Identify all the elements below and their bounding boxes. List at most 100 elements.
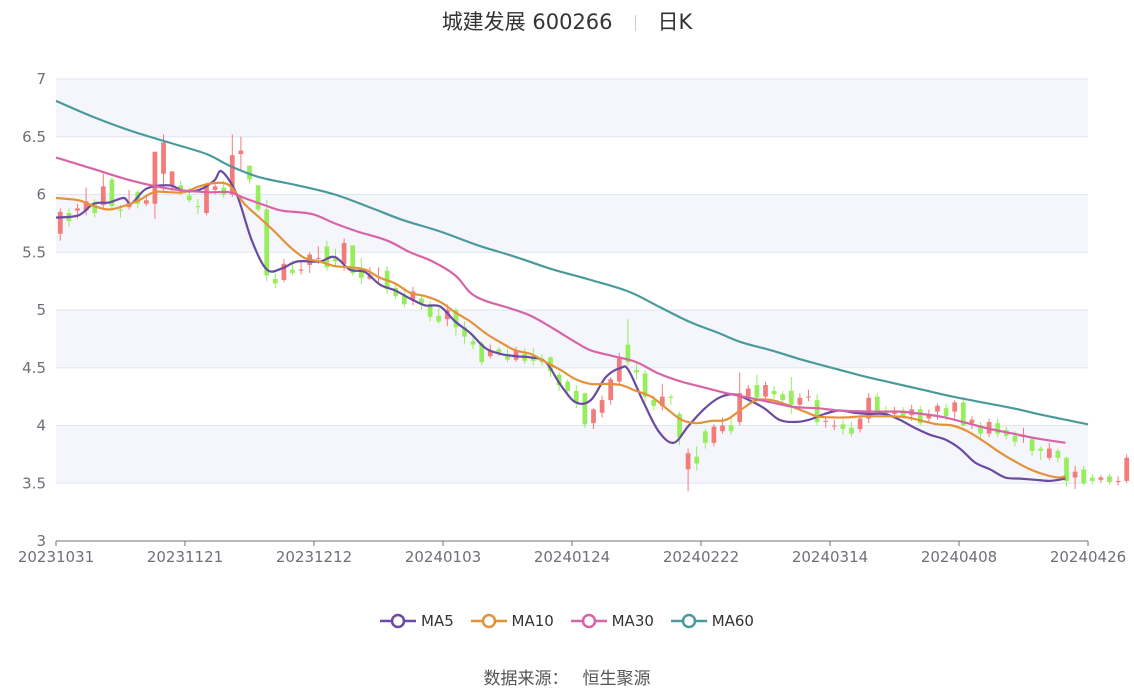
candle-body[interactable] xyxy=(204,186,209,213)
legend-item-ma5[interactable]: MA5 xyxy=(380,612,454,630)
candle-body[interactable] xyxy=(780,394,786,401)
candle-body[interactable] xyxy=(642,373,648,397)
candle-body[interactable] xyxy=(505,356,510,360)
candle-body[interactable] xyxy=(1081,469,1087,484)
ma-line-ma60[interactable] xyxy=(55,99,1089,426)
candle-body[interactable] xyxy=(969,419,975,424)
candle-body[interactable] xyxy=(831,425,837,427)
candle-body[interactable] xyxy=(229,155,235,195)
candle-body[interactable] xyxy=(298,269,304,271)
candle-body[interactable] xyxy=(728,425,734,432)
candle-body[interactable] xyxy=(1038,448,1044,451)
ma-line-ma30[interactable] xyxy=(55,156,1066,444)
candle-body[interactable] xyxy=(960,402,966,426)
candle-body[interactable] xyxy=(745,388,751,397)
candle-body[interactable] xyxy=(866,397,872,419)
candle-body[interactable] xyxy=(462,327,467,337)
candle-body[interactable] xyxy=(874,396,880,412)
candle-body[interactable] xyxy=(702,431,708,443)
candle-body[interactable] xyxy=(565,381,571,391)
candle-body[interactable] xyxy=(677,413,682,438)
candle-body[interactable] xyxy=(401,296,407,305)
candlestick-chart[interactable]: 3 3.5 4 4.5 5 5.5 6 6.5 7 20231031 20231121 2023121… xyxy=(0,0,1134,600)
candle-body[interactable] xyxy=(978,425,983,434)
candle-body[interactable] xyxy=(315,258,321,260)
candle-body[interactable] xyxy=(797,397,803,405)
candle-body[interactable] xyxy=(608,379,614,401)
candle-body[interactable] xyxy=(917,409,923,424)
candle-body[interactable] xyxy=(444,310,450,320)
candle-body[interactable] xyxy=(496,349,502,353)
candle-body[interactable] xyxy=(255,185,261,210)
candle-body[interactable] xyxy=(83,201,89,211)
candle-body[interactable] xyxy=(857,418,863,429)
candle-body[interactable] xyxy=(935,405,940,412)
candle-body[interactable] xyxy=(1055,450,1061,458)
candle-body[interactable] xyxy=(1012,435,1018,442)
candle-body[interactable] xyxy=(634,370,639,373)
candle-body[interactable] xyxy=(1046,448,1052,458)
candle-body[interactable] xyxy=(616,358,622,382)
candle-body[interactable] xyxy=(247,165,252,180)
candle-body[interactable] xyxy=(694,456,700,464)
candle-body[interactable] xyxy=(186,195,192,201)
candle-body[interactable] xyxy=(806,396,811,398)
candle-body[interactable] xyxy=(341,243,347,264)
candle-body[interactable] xyxy=(238,150,244,155)
candle-body[interactable] xyxy=(212,186,218,190)
candle-body[interactable] xyxy=(599,400,605,413)
candle-body[interactable] xyxy=(883,411,889,414)
candle-body[interactable] xyxy=(393,288,399,297)
candle-body[interactable] xyxy=(943,408,949,417)
candle-body[interactable] xyxy=(582,393,588,425)
candle-body[interactable] xyxy=(290,269,295,274)
candle-body[interactable] xyxy=(333,258,338,262)
candle-body[interactable] xyxy=(161,142,166,174)
candle-body[interactable] xyxy=(659,396,665,406)
candle-body[interactable] xyxy=(556,374,562,386)
candle-body[interactable] xyxy=(118,209,123,211)
candle-body[interactable] xyxy=(419,298,424,304)
ma-line-ma10[interactable] xyxy=(55,181,1066,479)
candle-body[interactable] xyxy=(720,425,725,432)
candle-body[interactable] xyxy=(487,350,493,357)
candle-body[interactable] xyxy=(926,413,932,419)
candle-body[interactable] xyxy=(436,315,442,322)
candle-body[interactable] xyxy=(57,211,63,234)
candle-body[interactable] xyxy=(754,385,760,398)
candle-body[interactable] xyxy=(737,393,743,423)
candle-body[interactable] xyxy=(324,246,330,268)
legend-item-ma10[interactable]: MA10 xyxy=(470,612,554,630)
candle-body[interactable] xyxy=(849,427,854,434)
legend-item-ma60[interactable]: MA60 xyxy=(670,612,754,630)
candle-body[interactable] xyxy=(625,344,631,362)
candle-body[interactable] xyxy=(358,268,364,278)
candle-body[interactable] xyxy=(513,350,519,360)
candle-body[interactable] xyxy=(75,208,80,211)
candle-body[interactable] xyxy=(143,200,149,204)
candle-body[interactable] xyxy=(1098,477,1104,480)
candle-body[interactable] xyxy=(92,202,98,213)
candle-body[interactable] xyxy=(272,278,278,284)
candle-body[interactable] xyxy=(126,203,132,208)
candle-body[interactable] xyxy=(763,385,768,397)
candle-body[interactable] xyxy=(1029,439,1035,451)
candle-body[interactable] xyxy=(1107,476,1112,483)
candle-body[interactable] xyxy=(264,209,270,276)
candle-body[interactable] xyxy=(814,400,820,423)
candle-body[interactable] xyxy=(952,402,958,412)
candle-body[interactable] xyxy=(771,390,777,395)
candle-body[interactable] xyxy=(685,453,691,470)
candle-body[interactable] xyxy=(281,263,287,280)
candle-body[interactable] xyxy=(892,411,897,414)
candle-body[interactable] xyxy=(100,186,106,205)
candle-body[interactable] xyxy=(453,310,459,328)
candle-body[interactable] xyxy=(1064,457,1069,481)
candle-body[interactable] xyxy=(350,245,356,274)
candle-body[interactable] xyxy=(195,206,201,208)
candle-body[interactable] xyxy=(823,420,829,422)
candle-body[interactable] xyxy=(711,426,717,443)
candle-body[interactable] xyxy=(651,400,657,406)
candle-body[interactable] xyxy=(152,151,158,204)
candle-body[interactable] xyxy=(479,343,485,362)
